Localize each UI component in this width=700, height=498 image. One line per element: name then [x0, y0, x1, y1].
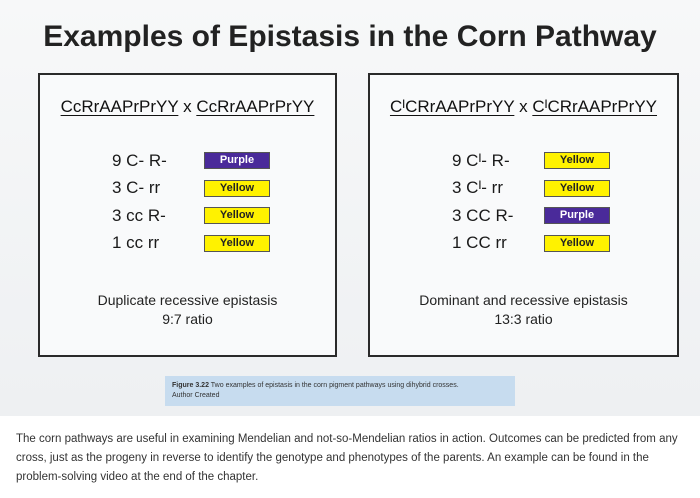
offspring-row: 3 Cᴵ- rr Yellow [452, 175, 610, 203]
left-cross-x: x [183, 97, 192, 116]
offspring-row: 9 C- R- Purple [112, 147, 270, 175]
slide-title: Examples of Epistasis in the Corn Pathwa… [43, 20, 657, 53]
genotype: 1 cc rr [112, 233, 160, 253]
left-ratio: 9:7 ratio [162, 311, 213, 327]
phenotype-badge: Yellow [544, 179, 610, 197]
figure-caption: Figure 3.22 Two examples of epistasis in… [165, 376, 515, 406]
left-parent-1: CcRrAAPrPrYY [60, 97, 179, 116]
phenotype-badge: Yellow [204, 207, 270, 225]
left-offspring-list: 9 C- R- Purple 3 C- rr Yellow 3 cc R- Ye… [112, 147, 270, 257]
genotype: 3 Cᴵ- rr [452, 178, 503, 198]
left-description: Duplicate recessive epistasis 9:7 ratio [40, 291, 335, 329]
offspring-row: 9 Cᴵ- R- Yellow [452, 147, 610, 175]
genotype: 3 CC R- [452, 205, 514, 225]
right-cross-box: CᴵCRrAAPrPrYY x CᴵCRrAAPrPrYY 9 Cᴵ- R- Y… [368, 73, 679, 357]
right-parent-2: CᴵCRrAAPrPrYY [532, 97, 658, 116]
right-offspring-list: 9 Cᴵ- R- Yellow 3 Cᴵ- rr Yellow 3 CC R- … [452, 147, 610, 257]
genotype: 9 C- R- [112, 150, 167, 170]
left-cross-line: CcRrAAPrPrYY x CcRrAAPrPrYY [40, 97, 335, 117]
right-ratio: 13:3 ratio [494, 311, 553, 327]
right-cross-line: CᴵCRrAAPrPrYY x CᴵCRrAAPrPrYY [370, 97, 677, 117]
figure-caption-text: Two examples of epistasis in the corn pi… [210, 382, 459, 389]
offspring-row: 3 cc R- Yellow [112, 202, 270, 230]
left-epistasis-type: Duplicate recessive epistasis [97, 292, 278, 308]
right-parent-1: CᴵCRrAAPrPrYY [389, 97, 515, 116]
genotype: 3 C- rr [112, 178, 161, 198]
right-description: Dominant and recessive epistasis 13:3 ra… [370, 291, 677, 329]
phenotype-badge: Yellow [204, 179, 270, 197]
right-cross-x: x [519, 97, 528, 116]
slide: Examples of Epistasis in the Corn Pathwa… [0, 0, 700, 416]
phenotype-badge: Yellow [544, 152, 610, 170]
phenotype-badge: Yellow [544, 234, 610, 252]
phenotype-badge: Yellow [204, 234, 270, 252]
genotype: 1 CC rr [452, 233, 507, 253]
offspring-row: 3 C- rr Yellow [112, 175, 270, 203]
phenotype-badge: Purple [544, 207, 610, 225]
genotype: 9 Cᴵ- R- [452, 150, 510, 170]
genotype: 3 cc R- [112, 205, 166, 225]
figure-label: Figure 3.22 [172, 382, 209, 389]
right-epistasis-type: Dominant and recessive epistasis [419, 292, 628, 308]
phenotype-badge: Purple [204, 152, 270, 170]
offspring-row: 1 CC rr Yellow [452, 230, 610, 258]
offspring-row: 1 cc rr Yellow [112, 230, 270, 258]
body-paragraph: The corn pathways are useful in examinin… [16, 433, 678, 483]
figure-credit: Author Created [172, 392, 220, 399]
left-parent-2: CcRrAAPrPrYY [196, 97, 315, 116]
offspring-row: 3 CC R- Purple [452, 202, 610, 230]
left-cross-box: CcRrAAPrPrYY x CcRrAAPrPrYY 9 C- R- Purp… [38, 73, 337, 357]
